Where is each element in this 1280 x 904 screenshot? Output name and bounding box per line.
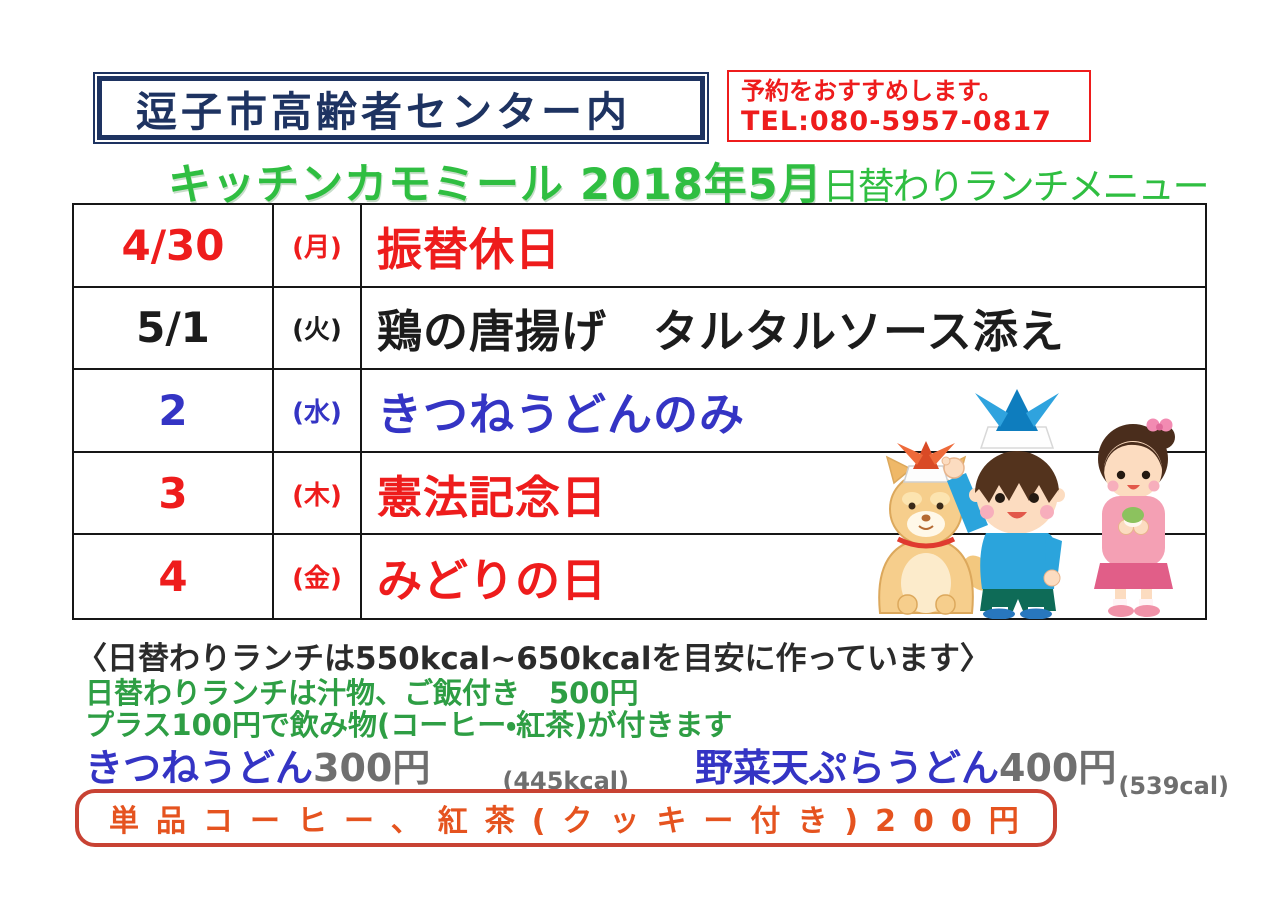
kitsune-udon-name: きつねうどん xyxy=(85,746,314,790)
day-cell: (金) xyxy=(274,535,362,618)
calorie-guideline-note: 〈日替わりランチは550kcal~650kcalを目安に作っています〉 xyxy=(76,641,991,677)
childrens-day-illustration xyxy=(878,389,1175,619)
table-row: 4/30 (月) 振替休日 xyxy=(74,205,1205,288)
menu-cell: 振替休日 xyxy=(377,222,562,276)
page-title: キッチンカモミール 2018年5月日替わりランチメニュー xyxy=(168,150,1210,212)
vegetable-tempura-udon-name: 野菜天ぷらうどん xyxy=(695,746,1000,790)
coffee-price-box: 単品コーヒー、紅茶(クッキー付き)200円 xyxy=(75,789,1057,847)
title-suffix: 日替わりランチメニュー xyxy=(822,165,1210,208)
menu-cell: 憲法記念日 xyxy=(377,470,608,524)
date-cell: 2 xyxy=(74,370,274,451)
day-cell: (月) xyxy=(274,205,362,286)
table-row: 5/1 (火) 鶏の唐揚げ タルタルソース添え xyxy=(74,287,1205,371)
coffee-price-text: 単品コーヒー、紅茶(クッキー付き)200円 xyxy=(109,804,1036,839)
date-cell: 3 xyxy=(74,452,274,534)
menu-cell: きつねうどんのみ xyxy=(377,387,746,441)
table-row: 3 (木) 憲法記念日 xyxy=(74,452,1205,536)
table-row: 2 (水) きつねうどんのみ xyxy=(74,370,1205,453)
day-cell: (水) xyxy=(274,370,362,451)
date-cell: 4/30 xyxy=(74,205,274,286)
reservation-phone: TEL:080-5957-0817 xyxy=(741,106,1052,138)
title-brand: キッチンカモミール 2018年5月 xyxy=(168,160,823,210)
menu-cell: みどりの日 xyxy=(377,554,608,608)
vegetable-tempura-udon-kcal: (539cal) xyxy=(1118,772,1230,800)
date-cell: 4 xyxy=(74,535,274,618)
girl-illustration xyxy=(1094,418,1175,617)
menu-cell: 鶏の唐揚げ タルタルソース添え xyxy=(377,305,1065,359)
vegetable-tempura-udon-price: 400円 xyxy=(999,746,1117,790)
udon-price-line: きつねうどん 300円 (445kcal) 野菜天ぷらうどん 400円 (539… xyxy=(85,737,1229,800)
boy-illustration xyxy=(941,389,1065,619)
location-text: 逗子市高齢者センター内 xyxy=(136,88,631,136)
drink-offer-note: プラス100円で飲み物(コーヒー・紅茶)が付きます xyxy=(85,708,733,742)
day-cell: (木) xyxy=(274,452,362,534)
reservation-text: 予約をおすすめします。 xyxy=(741,77,1003,105)
location-box: 逗子市高齢者センター内 xyxy=(93,72,709,144)
reservation-box: 予約をおすすめします。 TEL:080-5957-0817 xyxy=(727,70,1091,142)
table-row: 4 (金) みどりの日 xyxy=(74,535,1205,618)
date-cell: 5/1 xyxy=(74,287,274,369)
kitsune-udon-price: 300円 xyxy=(313,746,431,790)
day-cell: (火) xyxy=(274,287,362,369)
lunch-price-note: 日替わりランチは汁物、ご飯付き 500円 xyxy=(85,676,639,710)
